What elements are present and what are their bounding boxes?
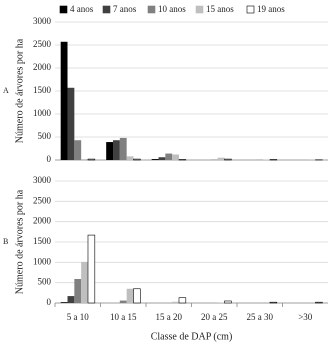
y-tick-label: 2000 — [33, 62, 52, 72]
x-tick-label: 15 a 20 — [156, 312, 183, 322]
bar — [224, 300, 232, 304]
bar — [60, 302, 68, 303]
bar — [133, 288, 141, 304]
y-tick-label: 3000 — [33, 16, 52, 26]
x-axis-label: Classe de DAP (cm) — [151, 331, 233, 342]
legend-swatch — [195, 5, 204, 14]
bar — [119, 300, 127, 303]
bar — [172, 301, 179, 303]
legend-swatch — [246, 5, 255, 14]
y-axis-label: Número de árvores por ha — [14, 38, 25, 143]
x-tick-label: >30 — [298, 312, 313, 322]
bar — [81, 159, 88, 160]
bar — [151, 159, 159, 160]
bar — [178, 297, 187, 304]
y-tick-label: 1000 — [33, 256, 52, 266]
bar — [165, 153, 173, 160]
y-tick-label: 500 — [38, 277, 52, 287]
bar — [106, 142, 114, 160]
bar — [119, 137, 127, 160]
legend-label: 15 anos — [206, 4, 234, 14]
y-tick-label: 2500 — [33, 195, 52, 205]
bar — [315, 301, 323, 304]
bar — [224, 158, 232, 161]
bar — [87, 158, 96, 161]
legend-label: 4 anos — [70, 4, 94, 14]
x-tick-label: 20 a 25 — [201, 312, 228, 322]
y-tick-label: 3000 — [33, 175, 52, 185]
y-tick-label: 2000 — [33, 216, 52, 226]
bar — [126, 156, 134, 160]
y-axis-label: Número de árvores por ha — [14, 189, 25, 294]
bar — [67, 87, 75, 160]
bar — [113, 140, 120, 160]
bar — [217, 157, 225, 160]
y-tick-label: 0 — [47, 297, 52, 307]
y-tick-label: 2500 — [33, 39, 52, 49]
legend-label: 7 anos — [113, 4, 137, 14]
bar — [87, 234, 96, 304]
y-tick-label: 0 — [47, 154, 52, 164]
panel-label: A — [3, 86, 9, 95]
bar — [133, 158, 141, 161]
bar — [74, 140, 82, 160]
bar — [74, 279, 82, 303]
panel-label: B — [3, 237, 8, 246]
legend-swatch — [102, 5, 111, 14]
bar — [67, 296, 75, 303]
y-tick-label: 1500 — [33, 85, 52, 95]
y-tick-label: 1000 — [33, 108, 52, 118]
y-tick-label: 1500 — [33, 236, 52, 246]
bar — [60, 41, 68, 160]
x-tick-label: 5 a 10 — [67, 312, 89, 322]
bar — [158, 157, 166, 160]
bar — [126, 288, 134, 303]
bar — [81, 261, 88, 303]
x-tick-label: 25 a 30 — [247, 312, 274, 322]
bar — [269, 301, 278, 304]
legend-label: 10 anos — [158, 4, 186, 14]
x-tick-label: 10 a 15 — [110, 312, 137, 322]
legend-swatch — [59, 5, 68, 14]
bar — [172, 154, 179, 160]
y-tick-label: 500 — [38, 131, 52, 141]
legend-swatch — [147, 5, 156, 14]
legend-label: 19 anos — [257, 4, 285, 14]
